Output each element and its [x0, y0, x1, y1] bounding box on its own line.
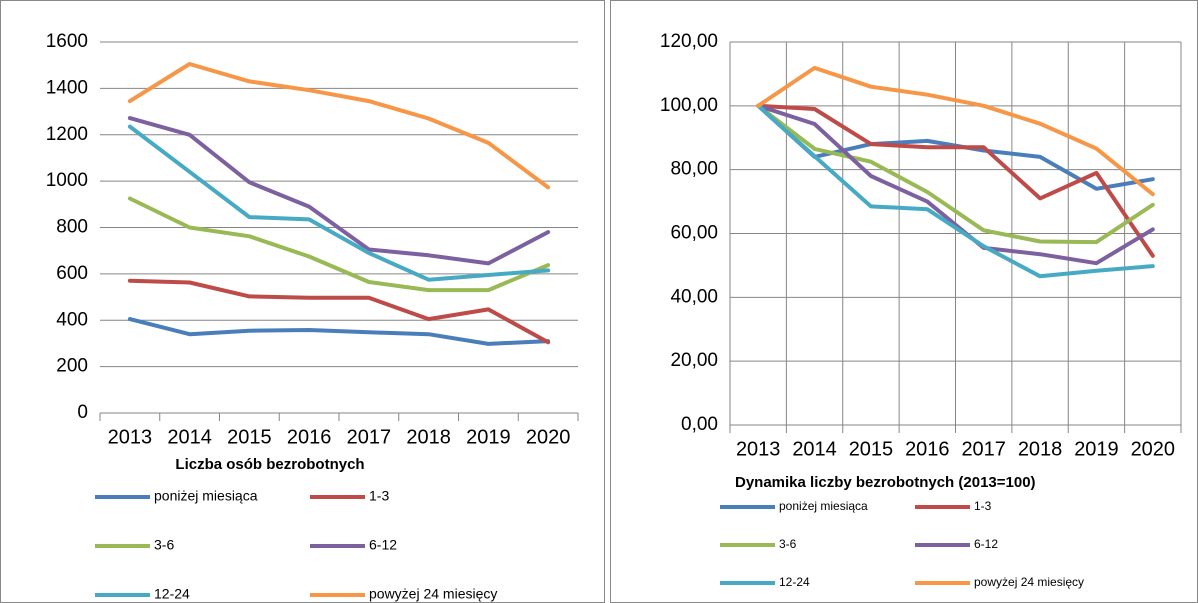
x-tick-label: 2015 [849, 438, 894, 460]
legend-label: 3-6 [154, 537, 174, 553]
y-tick-label: 1000 [46, 170, 88, 191]
x-tick-label: 2018 [406, 426, 451, 448]
legend-label: 1-3 [974, 499, 992, 513]
legend-label: 6-12 [974, 537, 998, 551]
y-tick-label: 0 [77, 402, 88, 423]
series-line [127, 196, 551, 293]
y-tick-label: 800 [56, 217, 88, 238]
y-tick-label: 400 [56, 309, 88, 330]
y-tick-label: 120,00 [660, 31, 718, 52]
y-tick-label: 1200 [46, 124, 88, 145]
y-tick-label: 600 [56, 263, 88, 284]
legend-label: powyżej 24 miesięcy [369, 586, 497, 602]
series-line [127, 317, 551, 346]
series-line [756, 103, 1155, 266]
x-tick-label: 2015 [227, 426, 272, 448]
legend-label: 3-6 [779, 537, 797, 551]
x-tick-label: 2019 [466, 426, 511, 448]
y-tick-label: 0,00 [681, 414, 718, 435]
x-tick-label: 2016 [287, 426, 332, 448]
series-line [127, 62, 551, 190]
x-tick-label: 2014 [792, 438, 837, 460]
chart-title: Liczba osób bezrobotnych [175, 456, 364, 473]
x-tick-label: 2013 [736, 438, 781, 460]
x-tick-label: 2013 [108, 426, 153, 448]
y-tick-label: 40,00 [670, 286, 718, 307]
series-line [756, 103, 1155, 245]
x-tick-label: 2018 [1018, 438, 1063, 460]
x-tick-label: 2014 [167, 426, 212, 448]
y-tick-label: 60,00 [670, 223, 718, 244]
legend-label: poniżej miesiąca [779, 499, 868, 513]
y-tick-label: 1400 [46, 77, 88, 98]
series-line [756, 103, 1155, 279]
legend-label: 6-12 [369, 537, 397, 553]
chart-title: Dynamika liczby bezrobotnych (2013=100) [735, 474, 1036, 491]
series-line [756, 103, 1155, 258]
x-tick-label: 2020 [1131, 438, 1176, 460]
x-tick-label: 2016 [905, 438, 950, 460]
series-line [127, 124, 551, 282]
y-tick-label: 100,00 [660, 95, 718, 116]
y-tick-label: 20,00 [670, 350, 718, 371]
legend-label: poniżej miesiąca [154, 488, 258, 504]
legend-label: powyżej 24 miesięcy [974, 575, 1084, 589]
x-tick-label: 2017 [347, 426, 392, 448]
legend-label: 12-24 [154, 586, 190, 602]
x-tick-label: 2017 [961, 438, 1006, 460]
x-tick-label: 2020 [526, 426, 571, 448]
x-tick-label: 2019 [1074, 438, 1119, 460]
y-tick-label: 80,00 [670, 159, 718, 180]
legend-label: 12-24 [779, 575, 810, 589]
series-line [127, 278, 551, 345]
legend-label: 1-3 [369, 488, 389, 504]
series-line [756, 65, 1155, 197]
y-tick-label: 200 [56, 356, 88, 377]
series-line [127, 116, 551, 266]
y-tick-label: 1600 [46, 31, 88, 52]
